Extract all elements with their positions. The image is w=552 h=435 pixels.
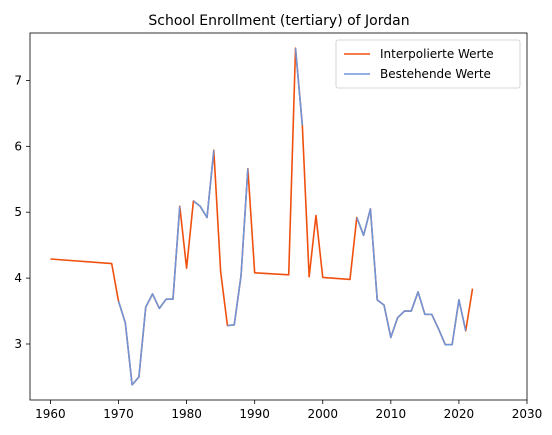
legend-label-existing: Bestehende Werte [380, 67, 491, 81]
x-tick-label-1960: 1960 [35, 407, 66, 421]
plot-frame [29, 32, 528, 401]
y-tick-label-4: 4 [14, 271, 22, 285]
y-axis: 3 4 5 6 7 [14, 73, 30, 351]
x-tick-label-1970: 1970 [103, 407, 134, 421]
y-tick-label-5: 5 [14, 205, 22, 219]
series-line-existing-2 [227, 168, 249, 327]
y-tick-label-7: 7 [14, 73, 22, 87]
series-line-existing-4 [356, 208, 467, 346]
x-tick-label-2010: 2010 [376, 407, 407, 421]
x-tick-label-1980: 1980 [171, 407, 202, 421]
x-tick-label-2000: 2000 [307, 407, 338, 421]
x-tick-label-2030: 2030 [512, 407, 543, 421]
series-line-existing-0 [117, 206, 181, 386]
chart-title: School Enrollment (tertiary) of Jordan [148, 13, 409, 29]
x-axis: 1960 1970 1980 1990 2000 2010 2020 2030 [35, 400, 542, 421]
x-tick-label-1990: 1990 [239, 407, 270, 421]
series-line-existing-3 [294, 48, 304, 126]
y-tick-label-3: 3 [14, 337, 22, 351]
series-line-interpolated [50, 47, 474, 386]
x-tick-label-2020: 2020 [444, 407, 475, 421]
y-tick-label-6: 6 [14, 139, 22, 153]
legend-box [335, 39, 521, 89]
legend: Interpolierte Werte Bestehende Werte [335, 39, 521, 89]
series-layer [50, 47, 474, 386]
legend-label-interpolated: Interpolierte Werte [380, 47, 494, 61]
series-line-existing-1 [192, 150, 215, 219]
